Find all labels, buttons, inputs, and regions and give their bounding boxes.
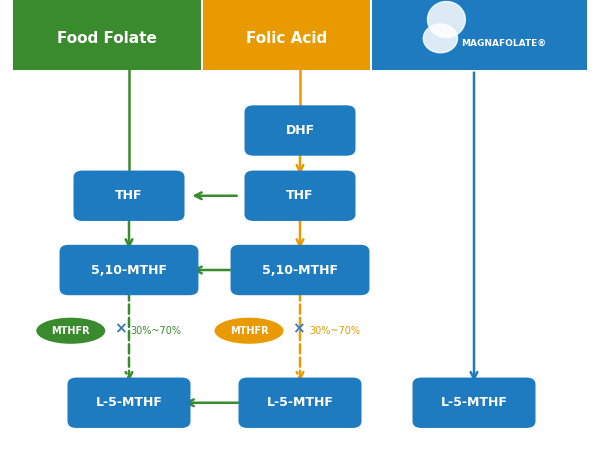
FancyBboxPatch shape <box>203 0 370 70</box>
Text: MAGNAFOLATE®: MAGNAFOLATE® <box>461 39 546 48</box>
FancyBboxPatch shape <box>59 245 199 295</box>
FancyBboxPatch shape <box>13 0 201 70</box>
Ellipse shape <box>36 318 106 344</box>
FancyBboxPatch shape <box>413 378 536 428</box>
FancyBboxPatch shape <box>245 105 355 156</box>
Text: ×: × <box>292 321 305 336</box>
Text: 30%~70%: 30%~70% <box>131 326 182 336</box>
Text: ×: × <box>114 321 127 336</box>
Text: 5,10-MTHF: 5,10-MTHF <box>262 264 338 276</box>
FancyBboxPatch shape <box>74 171 185 221</box>
Text: L-5-MTHF: L-5-MTHF <box>266 396 334 409</box>
Text: L-5-MTHF: L-5-MTHF <box>95 396 163 409</box>
Text: 30%~70%: 30%~70% <box>309 326 360 336</box>
Text: L-5-MTHF: L-5-MTHF <box>440 396 508 409</box>
FancyBboxPatch shape <box>67 378 191 428</box>
Text: MTHFR: MTHFR <box>52 326 90 336</box>
Text: Food Folate: Food Folate <box>57 31 157 46</box>
Text: THF: THF <box>286 189 314 202</box>
FancyBboxPatch shape <box>230 245 370 295</box>
FancyBboxPatch shape <box>245 171 355 221</box>
FancyBboxPatch shape <box>372 0 587 70</box>
Text: Folic Acid: Folic Acid <box>246 31 327 46</box>
Polygon shape <box>428 1 465 37</box>
Text: THF: THF <box>115 189 143 202</box>
Text: MTHFR: MTHFR <box>230 326 268 336</box>
FancyBboxPatch shape <box>238 378 361 428</box>
Text: 5,10-MTHF: 5,10-MTHF <box>91 264 167 276</box>
Text: DHF: DHF <box>286 124 314 137</box>
Ellipse shape <box>215 318 284 344</box>
Polygon shape <box>424 24 458 53</box>
